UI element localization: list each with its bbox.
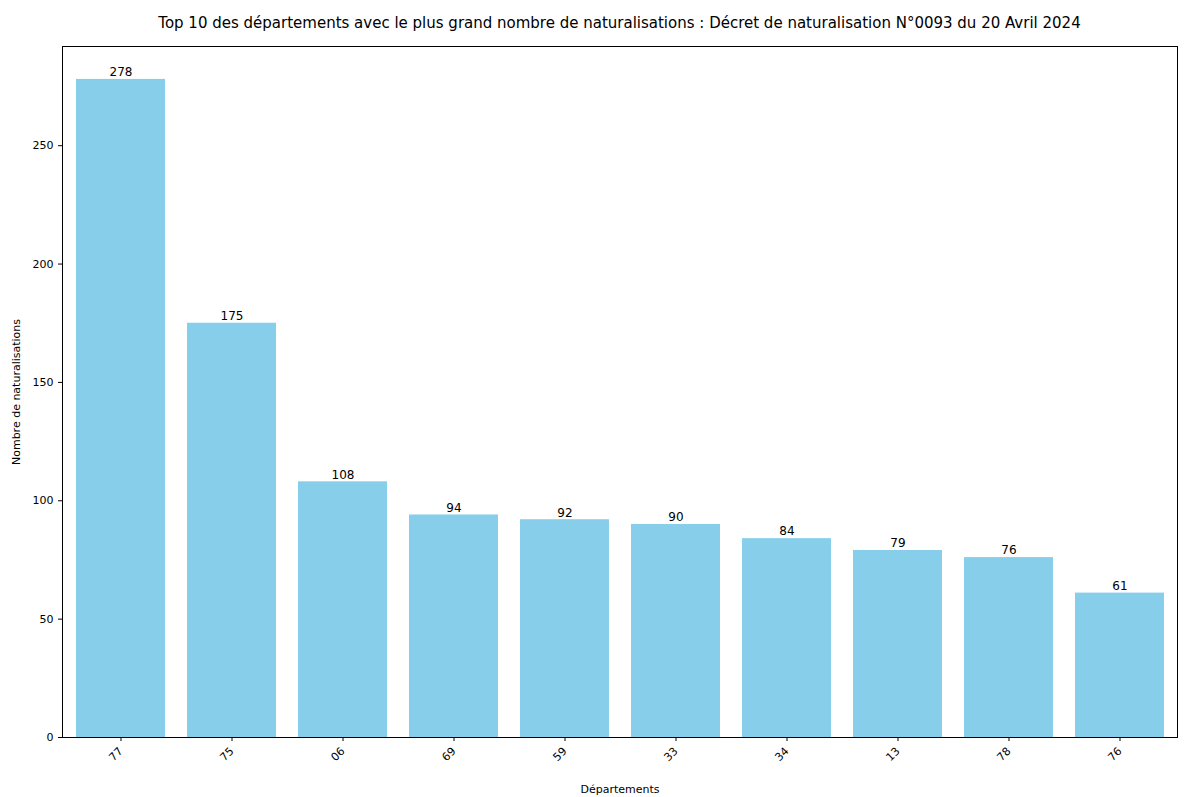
svg-text:78: 78 [995, 745, 1014, 764]
svg-text:92: 92 [557, 506, 572, 520]
svg-text:76: 76 [1001, 543, 1016, 557]
svg-text:50: 50 [40, 613, 54, 626]
svg-text:0: 0 [47, 731, 54, 744]
svg-text:75: 75 [218, 745, 237, 764]
svg-text:34: 34 [773, 745, 792, 764]
svg-text:Départements: Départements [580, 783, 659, 796]
html-text:Top 10 des départements avec l: Top 10 des départements avec le plus gra… [158, 14, 1081, 32]
svg-text:250: 250 [33, 139, 54, 152]
svg-text:90: 90 [668, 510, 683, 524]
svg-text:13: 13 [884, 745, 903, 764]
svg-text:59: 59 [551, 745, 570, 764]
svg-text:06: 06 [329, 745, 348, 764]
svg-text:77: 77 [107, 745, 126, 764]
svg-text:175: 175 [221, 309, 244, 323]
svg-text:84: 84 [779, 524, 794, 538]
svg-text:61: 61 [1112, 579, 1127, 593]
svg-text:Nombre de naturalisations: Nombre de naturalisations [10, 319, 23, 465]
svg-text:79: 79 [890, 536, 905, 550]
svg-text:108: 108 [332, 468, 355, 482]
svg-text:69: 69 [440, 745, 459, 764]
svg-text:150: 150 [33, 376, 54, 389]
svg-text:33: 33 [662, 745, 681, 764]
svg-text:76: 76 [1106, 745, 1125, 764]
svg-text:94: 94 [446, 501, 461, 515]
svg-text:100: 100 [33, 494, 54, 507]
svg-text:200: 200 [33, 258, 54, 271]
svg-text:278: 278 [110, 65, 133, 79]
